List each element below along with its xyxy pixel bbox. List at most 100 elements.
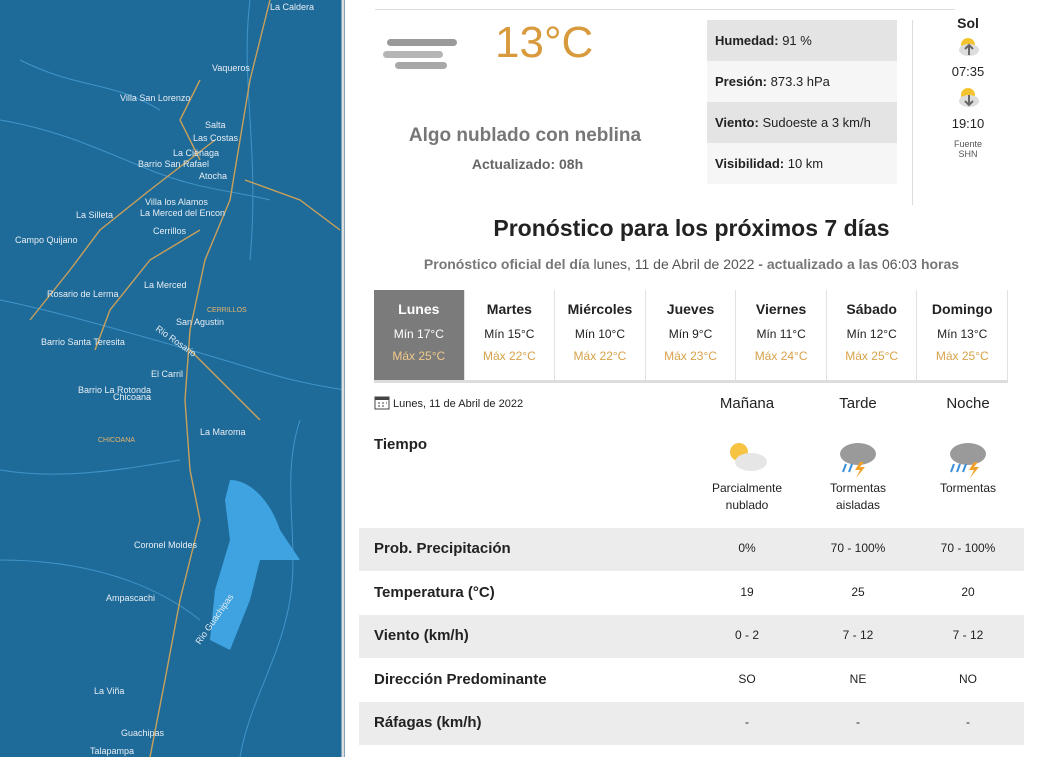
forecast-title: Pronóstico para los próximos 7 días xyxy=(493,215,890,241)
place-label: La Merced del Encon xyxy=(140,208,225,218)
forecast-subtitle: Pronóstico oficial del día lunes, 11 de … xyxy=(360,256,1023,272)
period-header: Noche xyxy=(946,395,990,412)
sunrise-time: 07:35 xyxy=(951,64,985,79)
row-label: Temperatura (°C) xyxy=(374,583,495,601)
day-min: Mín 12°C xyxy=(846,327,897,341)
detail-row: Visibilidad: 10 km xyxy=(707,143,897,184)
day-name: Miércoles xyxy=(567,301,633,317)
detail-value: 10 km xyxy=(787,156,824,171)
sunset-time: 19:10 xyxy=(951,116,985,131)
current-temperature: 13°C xyxy=(495,18,594,67)
place-label: Guachipas xyxy=(121,728,165,738)
day-tabs: Lunes Mín 17°C Máx 25°C Martes Mín 15°C Máx 2… xyxy=(374,290,1009,383)
detail-label: Visibilidad: xyxy=(715,156,785,171)
sunrise-icon xyxy=(959,38,979,56)
place-label: Rosario de Lerma xyxy=(47,289,119,299)
source-name: SHN xyxy=(958,149,978,159)
row-value: 70 - 100% xyxy=(940,541,996,555)
subtitle-part: - actualizado a las xyxy=(758,256,879,272)
place-label: La Caldera xyxy=(270,2,314,12)
place-label: La Viña xyxy=(94,686,124,696)
detail-value: 873.3 hPa xyxy=(770,74,830,89)
day-name: Lunes xyxy=(398,301,440,317)
day-name: Jueves xyxy=(666,301,715,317)
subtitle-part: Pronóstico oficial del día xyxy=(423,256,590,272)
detail-label: Presión: xyxy=(715,74,768,89)
source-label: Fuente xyxy=(953,139,983,149)
fog-icon xyxy=(383,39,457,69)
row-value: - xyxy=(745,715,749,729)
day-min: Mín 15°C xyxy=(484,327,535,341)
subtitle-part: horas xyxy=(920,256,960,272)
place-label: Ampascachi xyxy=(106,593,155,603)
sun-title: Sol xyxy=(957,15,979,31)
forecast-row: Viento (km/h) 0 - 2 7 - 12 7 - 12 xyxy=(359,615,1024,658)
day-name: Domingo xyxy=(931,301,993,317)
row-value: SO xyxy=(738,671,756,686)
detail-value: Sudoeste a 3 km/h xyxy=(762,115,871,130)
place-label: Barrio La Rotonda xyxy=(78,385,151,395)
row-value: 0% xyxy=(738,541,756,555)
weather-icon xyxy=(950,443,986,478)
day-tab[interactable]: Lunes Mín 17°C Máx 25°C xyxy=(374,290,465,380)
row-value: 70 - 100% xyxy=(830,541,886,555)
day-tab[interactable]: Sábado Mín 12°C Máx 25°C xyxy=(827,290,918,380)
current-description: Algo nublado con neblina xyxy=(408,125,642,146)
row-label: Viento (km/h) xyxy=(374,627,469,644)
day-min: Mín 9°C xyxy=(668,327,713,341)
detail-row: Viento: Sudoeste a 3 km/h xyxy=(707,102,897,143)
weather-description: Tormentas aisladas xyxy=(829,481,887,512)
place-label: Vaqueros xyxy=(212,63,250,73)
detail-row: Humedad: 91 % xyxy=(707,20,897,61)
day-max: Máx 24°C xyxy=(754,349,808,363)
day-tab[interactable]: Miércoles Mín 10°C Máx 22°C xyxy=(555,290,646,380)
forecast-row: Dirección Predominante SO NE NO xyxy=(359,659,1024,702)
row-label: Dirección Predominante xyxy=(374,670,547,688)
day-max: Máx 22°C xyxy=(573,349,627,363)
day-name: Viernes xyxy=(755,301,807,317)
day-max: Máx 25°C xyxy=(935,349,989,363)
row-value: 0 - 2 xyxy=(734,628,759,642)
row-value: 25 xyxy=(851,584,865,599)
place-label: Barrio San Rafael xyxy=(138,159,209,169)
day-tab[interactable]: Viernes Mín 11°C Máx 24°C xyxy=(736,290,827,380)
subtitle-part: lunes, 11 de Abril de 2022 xyxy=(593,256,755,272)
day-max: Máx 25°C xyxy=(392,349,446,363)
place-label: Villa los Alamos xyxy=(145,197,208,207)
forecast-date: Lunes, 11 de Abril de 2022 xyxy=(393,398,524,410)
forecast-row: Prob. Precipitación 0% 70 - 100% 70 - 100% xyxy=(359,528,1024,571)
place-label: Villa San Lorenzo xyxy=(120,93,190,103)
lake xyxy=(210,480,300,650)
detail-label: Humedad: xyxy=(715,33,779,48)
row-value: 7 - 12 xyxy=(952,628,984,642)
details-table: Humedad: 91 % Presión: 873.3 hPa Viento: S… xyxy=(707,20,897,184)
row-value: - xyxy=(856,715,860,729)
place-label: Coronel Moldes xyxy=(134,540,198,550)
place-label: El Carril xyxy=(151,369,183,379)
weather-icon xyxy=(730,443,767,471)
day-max: Máx 22°C xyxy=(482,349,536,363)
row-value: 19 xyxy=(740,584,754,599)
day-name: Martes xyxy=(486,301,532,317)
calendar-icon xyxy=(374,396,390,410)
row-value: NO xyxy=(959,671,977,686)
day-max: Máx 25°C xyxy=(845,349,899,363)
place-label: La Merced xyxy=(144,280,187,290)
day-tab[interactable]: Domingo Mín 13°C Máx 25°C xyxy=(917,290,1009,380)
weather-label: Tiempo xyxy=(374,436,428,453)
sun-box: Sol 07:35 19:10 Fuente SHN xyxy=(928,15,1008,159)
place-label: Salta xyxy=(205,120,226,130)
map: La Caldera Vaqueros Villa San Lorenzo Salta… xyxy=(0,0,345,757)
roads xyxy=(29,0,341,757)
place-label: Talapampa xyxy=(90,746,134,756)
place-label: Las Costas xyxy=(193,133,239,143)
day-tab[interactable]: Martes Mín 15°C Máx 22°C xyxy=(465,290,556,380)
place-label: Atocha xyxy=(199,171,227,181)
detail-row: Presión: 873.3 hPa xyxy=(707,61,897,102)
place-label: CERRILLOS xyxy=(207,307,247,314)
day-tab[interactable]: Jueves Mín 9°C Máx 23°C xyxy=(646,290,737,380)
place-label: Cerrillos xyxy=(153,226,187,236)
detail-label: Viento: xyxy=(715,115,759,130)
forecast-row: Ráfagas (km/h) - - - xyxy=(359,702,1024,745)
